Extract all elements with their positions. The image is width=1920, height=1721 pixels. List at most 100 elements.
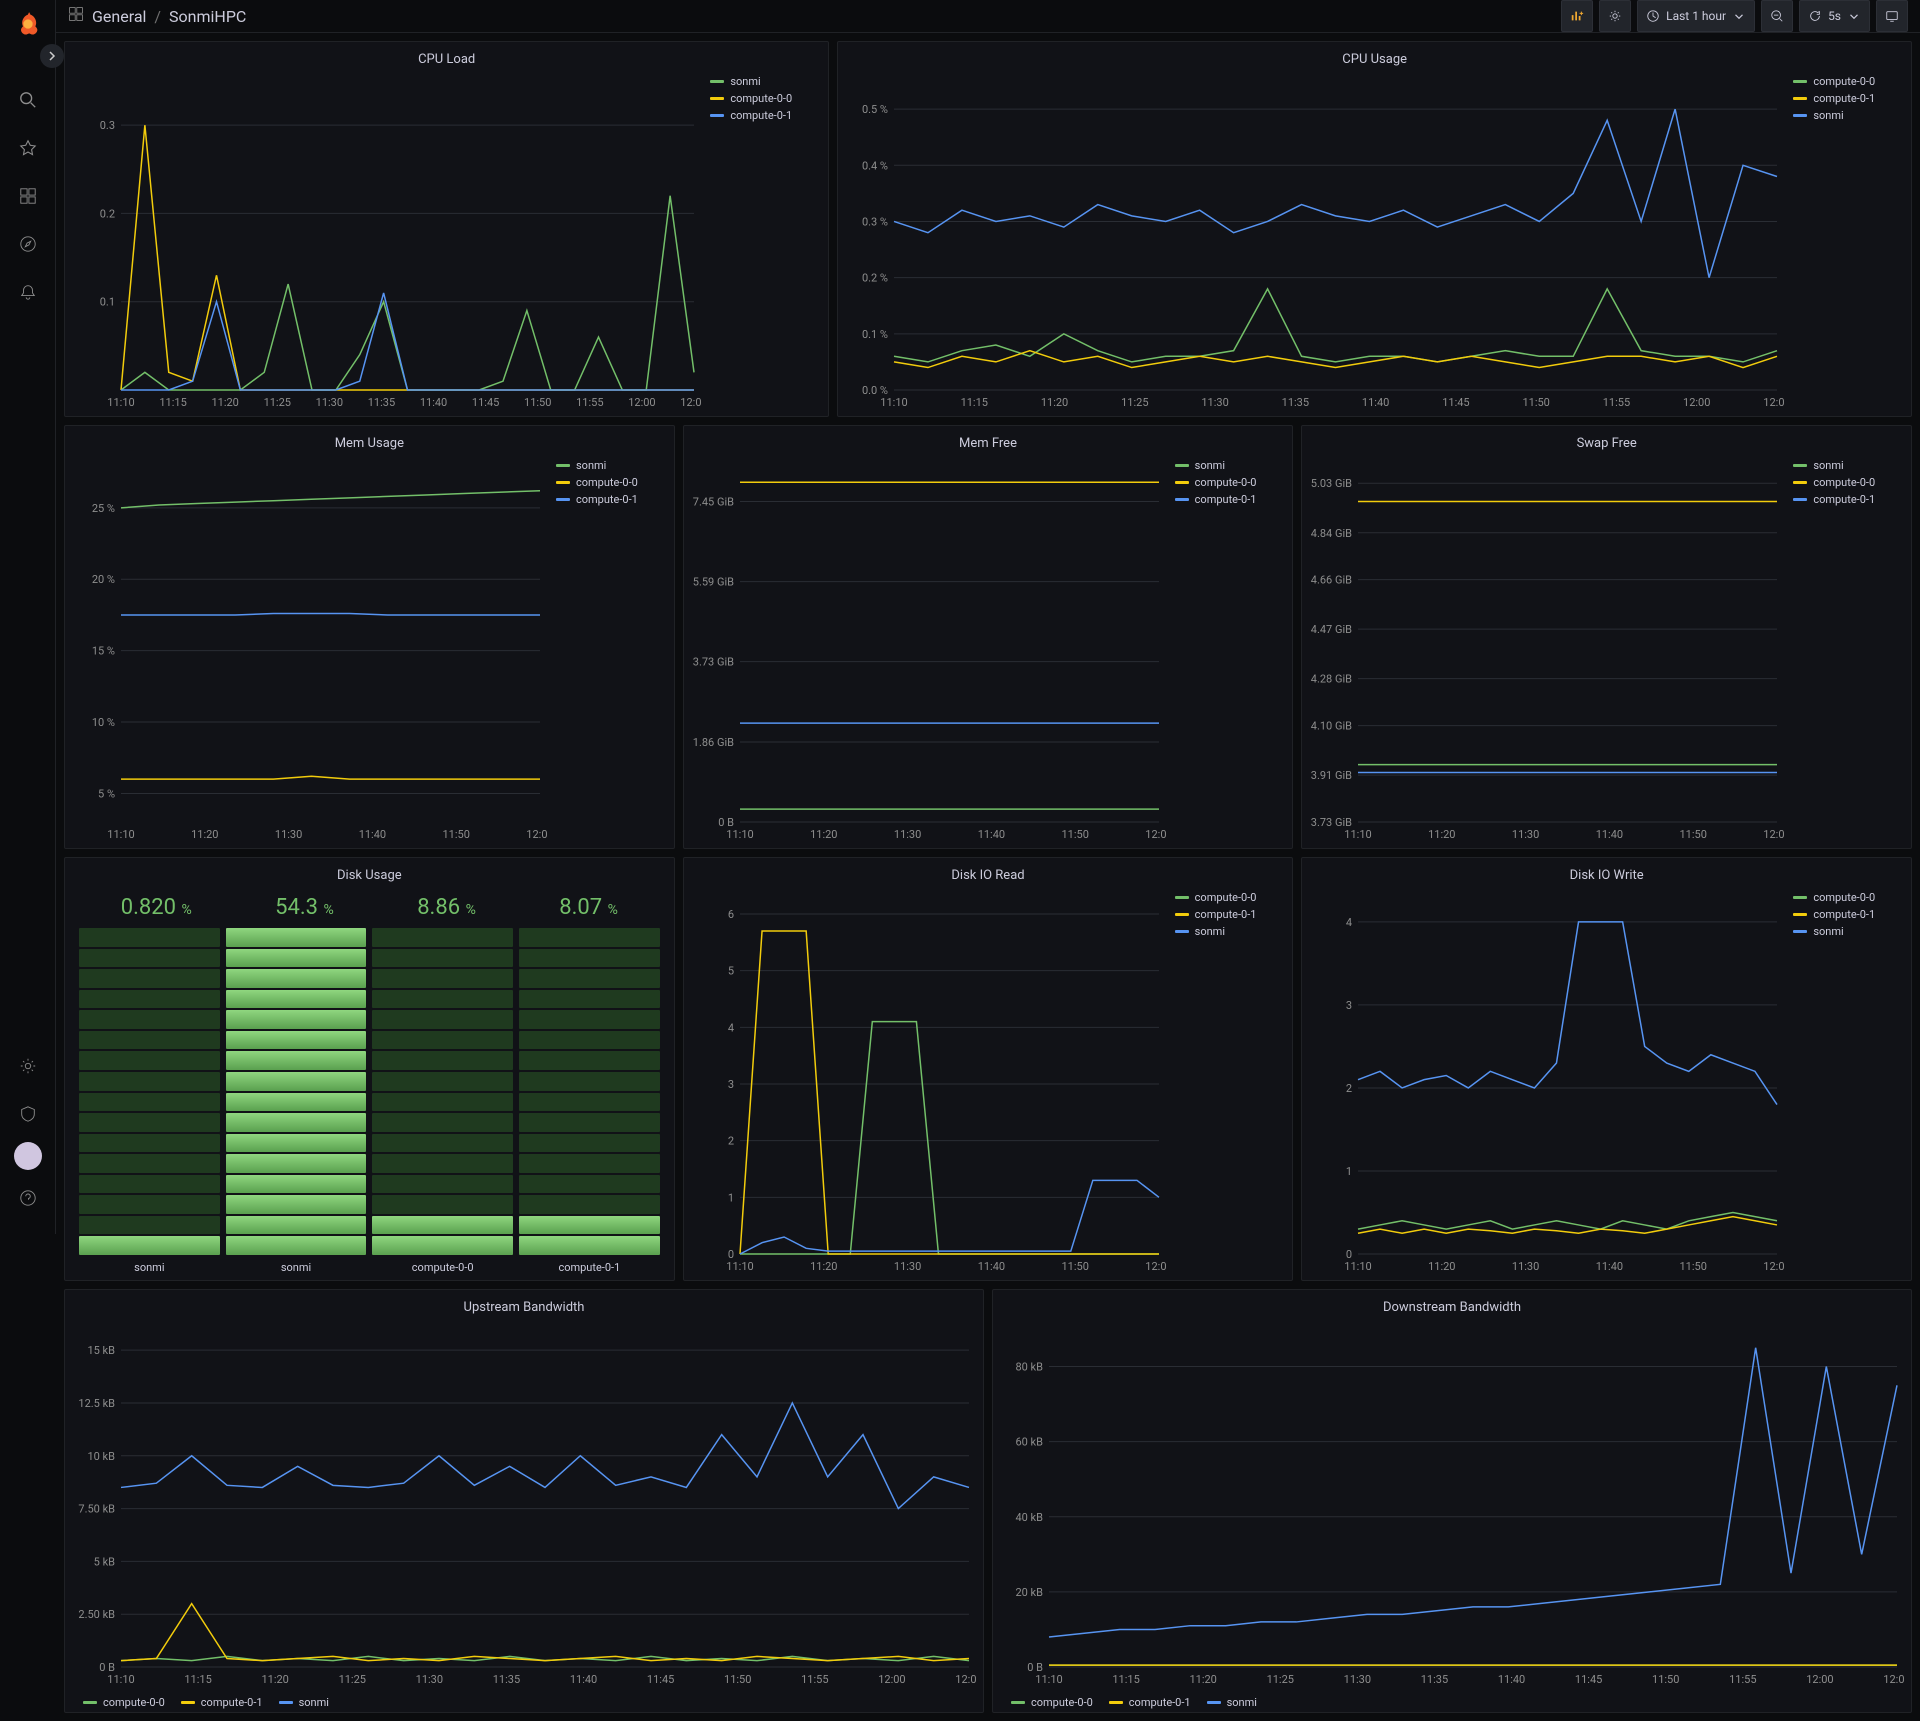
legend-item[interactable]: sonmi <box>279 1696 329 1709</box>
legend-item[interactable]: compute-0-0 <box>1011 1696 1093 1709</box>
view-mode-button[interactable] <box>1876 0 1908 32</box>
time-picker-button[interactable]: Last 1 hour <box>1637 0 1755 32</box>
legend-swatch <box>279 1701 293 1704</box>
svg-text:11:30: 11:30 <box>1344 1673 1371 1686</box>
legend-item[interactable]: compute-0-1 <box>1793 92 1905 105</box>
dashboards-icon[interactable] <box>8 176 48 216</box>
add-panel-button[interactable] <box>1561 0 1593 32</box>
svg-text:11:10: 11:10 <box>726 1260 753 1273</box>
refresh-button[interactable]: 5s <box>1799 0 1870 32</box>
breadcrumb-folder[interactable]: General <box>92 7 146 26</box>
legend-item[interactable]: compute-0-0 <box>83 1696 165 1709</box>
legend-item[interactable]: sonmi <box>1175 459 1287 472</box>
zoom-out-button[interactable] <box>1761 0 1793 32</box>
legend-label: compute-0-0 <box>1195 891 1257 904</box>
legend-item[interactable]: compute-0-1 <box>181 1696 263 1709</box>
legend-label: compute-0-0 <box>1031 1696 1093 1709</box>
svg-text:11:45: 11:45 <box>1575 1673 1602 1686</box>
alerting-icon[interactable] <box>8 272 48 312</box>
breadcrumb-sep: / <box>154 7 161 26</box>
legend-item[interactable]: sonmi <box>1793 925 1905 938</box>
svg-text:11:40: 11:40 <box>1596 1260 1623 1273</box>
grafana-logo[interactable] <box>12 8 44 40</box>
svg-text:3.91 GiB: 3.91 GiB <box>1311 769 1352 782</box>
chart-disk-write: 0123411:1011:2011:3011:4011:5012:00 <box>1308 891 1785 1277</box>
svg-text:11:20: 11:20 <box>1189 1673 1216 1686</box>
disk-bar-label: sonmi <box>226 1255 367 1274</box>
legend-item[interactable]: compute-0-1 <box>556 493 668 506</box>
panel-mem-free[interactable]: Mem Free 0 B1.86 GiB3.73 GiB5.59 GiB7.45… <box>683 425 1294 849</box>
panel-disk-io-read[interactable]: Disk IO Read 012345611:1011:2011:3011:40… <box>683 857 1294 1281</box>
svg-text:0.1 %: 0.1 % <box>862 328 888 341</box>
panel-swap-free[interactable]: Swap Free 3.73 GiB3.91 GiB4.10 GiB4.28 G… <box>1301 425 1912 849</box>
chart-swap-free: 3.73 GiB3.91 GiB4.10 GiB4.28 GiB4.47 GiB… <box>1308 459 1785 845</box>
svg-text:1.86 GiB: 1.86 GiB <box>692 736 733 749</box>
gear-icon[interactable] <box>8 1046 48 1086</box>
legend-label: sonmi <box>1813 459 1843 472</box>
legend-item[interactable]: sonmi <box>556 459 668 472</box>
panel-title: Mem Usage <box>71 432 668 459</box>
legend-item[interactable]: compute-0-1 <box>710 109 822 122</box>
svg-text:11:55: 11:55 <box>801 1673 828 1686</box>
settings-button[interactable] <box>1599 0 1631 32</box>
disk-bar-column: sonmi <box>79 928 220 1274</box>
svg-text:11:10: 11:10 <box>726 828 753 841</box>
panel-downstream-bandwidth[interactable]: Downstream Bandwidth 0 B20 kB40 kB60 kB8… <box>992 1289 1912 1713</box>
svg-text:11:30: 11:30 <box>316 396 343 409</box>
legend-item[interactable]: compute-0-1 <box>1793 493 1905 506</box>
svg-text:4.28 GiB: 4.28 GiB <box>1311 673 1352 686</box>
explore-icon[interactable] <box>8 224 48 264</box>
disk-value: 8.86 % <box>417 895 476 920</box>
legend-item[interactable]: compute-0-0 <box>1793 75 1905 88</box>
shield-icon[interactable] <box>8 1094 48 1134</box>
svg-text:25 %: 25 % <box>92 502 115 515</box>
legend-item[interactable]: compute-0-1 <box>1175 493 1287 506</box>
svg-text:11:55: 11:55 <box>1729 1673 1756 1686</box>
panel-disk-usage[interactable]: Disk Usage 0.820 %54.3 %8.86 %8.07 % son… <box>64 857 675 1281</box>
legend-swatch <box>710 114 724 117</box>
legend-item[interactable]: compute-0-1 <box>1793 908 1905 921</box>
panel-cpu-load[interactable]: CPU Load 0.10.20.311:1011:1511:2011:2511… <box>64 41 829 417</box>
svg-text:15 %: 15 % <box>92 645 115 658</box>
svg-text:11:30: 11:30 <box>1512 828 1539 841</box>
svg-text:11:45: 11:45 <box>647 1673 674 1686</box>
svg-text:0.5 %: 0.5 % <box>862 103 888 116</box>
svg-text:11:20: 11:20 <box>810 1260 837 1273</box>
star-icon[interactable] <box>8 128 48 168</box>
panel-mem-usage[interactable]: Mem Usage 5 %10 %15 %20 %25 %11:1011:201… <box>64 425 675 849</box>
legend-item[interactable]: compute-0-0 <box>1175 476 1287 489</box>
legend-item[interactable]: compute-0-0 <box>1793 476 1905 489</box>
dashboards-grid-icon[interactable] <box>68 6 84 26</box>
breadcrumb-dashboard[interactable]: SonmiHPC <box>169 7 246 26</box>
search-icon[interactable] <box>8 80 48 120</box>
help-icon[interactable] <box>8 1178 48 1218</box>
legend-item[interactable]: compute-0-1 <box>1175 908 1287 921</box>
legend-item[interactable]: sonmi <box>710 75 822 88</box>
legend-item[interactable]: compute-0-0 <box>1175 891 1287 904</box>
legend: compute-0-0 compute-0-1 sonmi <box>999 1690 1905 1709</box>
legend-swatch <box>1175 498 1189 501</box>
legend-item[interactable]: sonmi <box>1175 925 1287 938</box>
legend-item[interactable]: sonmi <box>1207 1696 1257 1709</box>
legend-item[interactable]: compute-0-0 <box>556 476 668 489</box>
legend-item[interactable]: compute-0-0 <box>1793 891 1905 904</box>
legend-swatch <box>1793 498 1807 501</box>
legend-swatch <box>1793 97 1807 100</box>
svg-text:11:40: 11:40 <box>1596 828 1623 841</box>
legend-item[interactable]: compute-0-0 <box>710 92 822 105</box>
legend-item[interactable]: sonmi <box>1793 109 1905 122</box>
avatar[interactable] <box>14 1142 42 1170</box>
legend-swatch <box>556 498 570 501</box>
panel-cpu-usage[interactable]: CPU Usage 0.0 %0.1 %0.2 %0.3 %0.4 %0.5 %… <box>837 41 1912 417</box>
svg-text:11:50: 11:50 <box>1680 1260 1707 1273</box>
svg-text:15 kB: 15 kB <box>87 1344 115 1357</box>
sidebar-toggle[interactable] <box>40 44 64 68</box>
svg-text:10 %: 10 % <box>92 716 115 729</box>
svg-text:11:30: 11:30 <box>275 828 302 841</box>
panel-disk-io-write[interactable]: Disk IO Write 0123411:1011:2011:3011:401… <box>1301 857 1912 1281</box>
panel-upstream-bandwidth[interactable]: Upstream Bandwidth 0 B2.50 kB5 kB7.50 kB… <box>64 1289 984 1713</box>
legend-item[interactable]: sonmi <box>1793 459 1905 472</box>
svg-text:11:10: 11:10 <box>107 1673 134 1686</box>
legend-item[interactable]: compute-0-1 <box>1109 1696 1191 1709</box>
legend-label: compute-0-0 <box>103 1696 165 1709</box>
